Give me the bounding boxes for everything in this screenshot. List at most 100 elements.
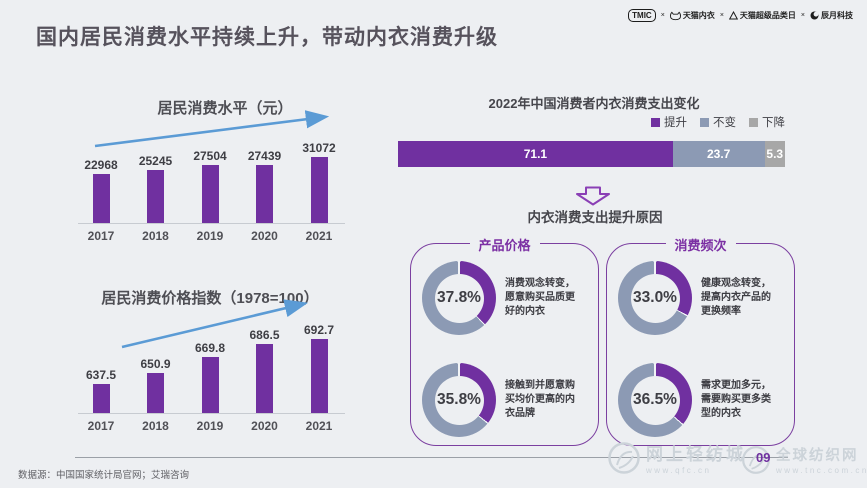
stacked-segment-increase: 71.1 [398, 141, 673, 167]
watermark-name: 全球纺织网 [776, 448, 859, 464]
legend-swatch [651, 117, 660, 127]
bar [201, 357, 219, 414]
donut-percent-label: 36.5% [633, 391, 677, 408]
donut-description: 需求更加多元，需要购买更多类型的内衣 [701, 380, 771, 419]
donut-row: 36.5% 需求更加多元，需要购买更多类型的内衣 [618, 361, 789, 439]
watermark-name: 网上轻纺城 [646, 445, 746, 464]
reason-section-title: 内衣消费支出提升原因 [527, 210, 663, 225]
donut-description: 健康观念转变，提高内衣产品的更换频率 [701, 278, 771, 317]
watermark-tnc: 全球纺织网 www.tnc.com.cn [741, 444, 867, 475]
legend-item-decrease: 下降 [749, 114, 785, 130]
donut-description: 接触到并愿意购买均价更高的内衣品牌 [505, 380, 575, 419]
donut-percent-label: 33.0% [633, 289, 677, 306]
box-title: 消费频次 [665, 235, 736, 254]
bar-value-label: 686.5 [249, 327, 280, 342]
stacked-bar: 71.1 23.7 5.3 [398, 141, 785, 167]
x-axis-tick-label: 2017 [87, 229, 115, 243]
separator: × [660, 12, 665, 19]
x-axis-tick-label: 2020 [251, 419, 278, 433]
legend-label: 提升 [664, 117, 687, 129]
x-axis-tick-label: 2019 [196, 419, 224, 433]
donut-chart: 37.8% [422, 261, 496, 335]
stacked-chart-legend: 提升 不变 下降 [400, 114, 785, 130]
chart-title: 居民消费水平（元） [157, 100, 293, 117]
bar-value-label: 692.7 [303, 322, 335, 337]
watermark-logo-icon [608, 441, 640, 474]
donut-row: 35.8% 接触到并愿意购买均价更高的内衣品牌 [422, 361, 593, 439]
triangle-icon [728, 11, 738, 20]
separator: × [719, 12, 724, 19]
x-axis-tick-label: 2019 [196, 229, 224, 243]
bar [310, 338, 328, 414]
price-index-bar-chart: 居民消费价格指数（1978=100） 637.5 2017 650.9 2018 669… [60, 280, 360, 435]
bar [256, 164, 273, 224]
consumption-level-bar-chart: 居民消费水平（元） 22968 2017 25245 2018 27504 2019 274… [60, 90, 360, 245]
bar [92, 383, 110, 414]
down-arrow-icon [576, 186, 610, 206]
legend-item-increase: 提升 [651, 114, 687, 130]
logo-label: 辰月科技 [821, 11, 853, 20]
x-axis-line [78, 413, 345, 414]
donut-row: 37.8% 消费观念转变，愿意购买品质更好的内衣 [422, 259, 593, 337]
legend-swatch [700, 117, 709, 127]
reason-box-product-price: 产品价格 37.8% 消费观念转变，愿意购买品质更好的内衣 35.8% 接触到并… [410, 235, 599, 446]
bar-value-label: 637.5 [85, 367, 117, 382]
logo-label: 天猫超级品类日 [739, 11, 796, 20]
x-axis-tick-label: 2021 [305, 229, 333, 243]
bar [92, 174, 110, 224]
footer-divider [75, 457, 788, 458]
bar [147, 169, 164, 224]
bar [256, 343, 273, 414]
donut-chart: 36.5% [618, 363, 692, 437]
data-source-note: 数据源：中国国家统计局官网；艾瑞咨询 [18, 470, 190, 481]
legend-item-unchanged: 不变 [700, 114, 736, 130]
legend-label: 下降 [762, 117, 785, 129]
tmic-logo: TMIC [628, 9, 656, 22]
bar [201, 164, 219, 224]
bar-value-label: 27504 [193, 148, 227, 163]
bar-value-label: 22968 [84, 158, 118, 173]
stacked-chart-title: 2022年中国消费者内衣消费支出变化 [488, 96, 700, 111]
moon-icon [810, 11, 819, 20]
box-title: 产品价格 [469, 235, 540, 254]
bar-value-label: 669.8 [194, 341, 226, 356]
watermark-logo-icon [742, 445, 770, 474]
legend-swatch [749, 117, 758, 127]
tmall-underwear-logo: 天猫内衣 [669, 10, 715, 21]
donut-chart: 35.8% [422, 363, 496, 437]
cat-head-icon [669, 11, 681, 20]
x-axis-line [78, 223, 345, 224]
x-axis-tick-label: 2020 [251, 229, 278, 243]
watermark-qfc: 网上轻纺城 www.qfc.cn [607, 440, 746, 475]
separator: × [800, 12, 805, 19]
page-title: 国内居民消费水平持续上升，带动内衣消费升级 [36, 26, 498, 49]
x-axis-tick-label: 2017 [87, 419, 115, 433]
x-axis-tick-label: 2018 [142, 229, 169, 243]
bar-value-label: 27439 [247, 148, 282, 163]
tmall-super-category-logo: 天猫超级品类日 [728, 10, 796, 21]
donut-percent-label: 35.8% [437, 391, 481, 408]
bar [310, 157, 328, 224]
logo-label: 天猫内衣 [682, 11, 715, 20]
legend-label: 不变 [713, 117, 736, 129]
donut-chart: 33.0% [618, 261, 692, 335]
chart-title: 居民消费价格指数（1978=100） [101, 290, 319, 307]
reason-box-purchase-frequency: 消费频次 33.0% 健康观念转变，提高内衣产品的更换频率 36.5% 需求更加… [606, 235, 795, 446]
brand-logo-strip: TMIC × 天猫内衣 × 天猫超级品类日 × 辰月科技 [628, 9, 853, 22]
watermark-url: www.tnc.com.cn [776, 466, 867, 475]
bar-value-label: 31072 [302, 141, 336, 156]
stacked-segment-decrease: 5.3 [764, 141, 785, 167]
watermark-url: www.qfc.cn [646, 466, 712, 475]
donut-description: 消费观念转变，愿意购买品质更好的内衣 [505, 278, 575, 317]
bar-value-label: 25245 [138, 153, 173, 168]
chenyue-tech-logo: 辰月科技 [810, 10, 853, 21]
x-axis-tick-label: 2021 [305, 419, 333, 433]
x-axis-tick-label: 2018 [142, 419, 169, 433]
stacked-segment-unchanged: 23.7 [672, 141, 765, 167]
page-number: 09 [756, 450, 771, 465]
donut-percent-label: 37.8% [437, 289, 481, 306]
bar [147, 372, 164, 414]
bar-value-label: 650.9 [140, 356, 171, 371]
donut-row: 33.0% 健康观念转变，提高内衣产品的更换频率 [618, 259, 789, 337]
